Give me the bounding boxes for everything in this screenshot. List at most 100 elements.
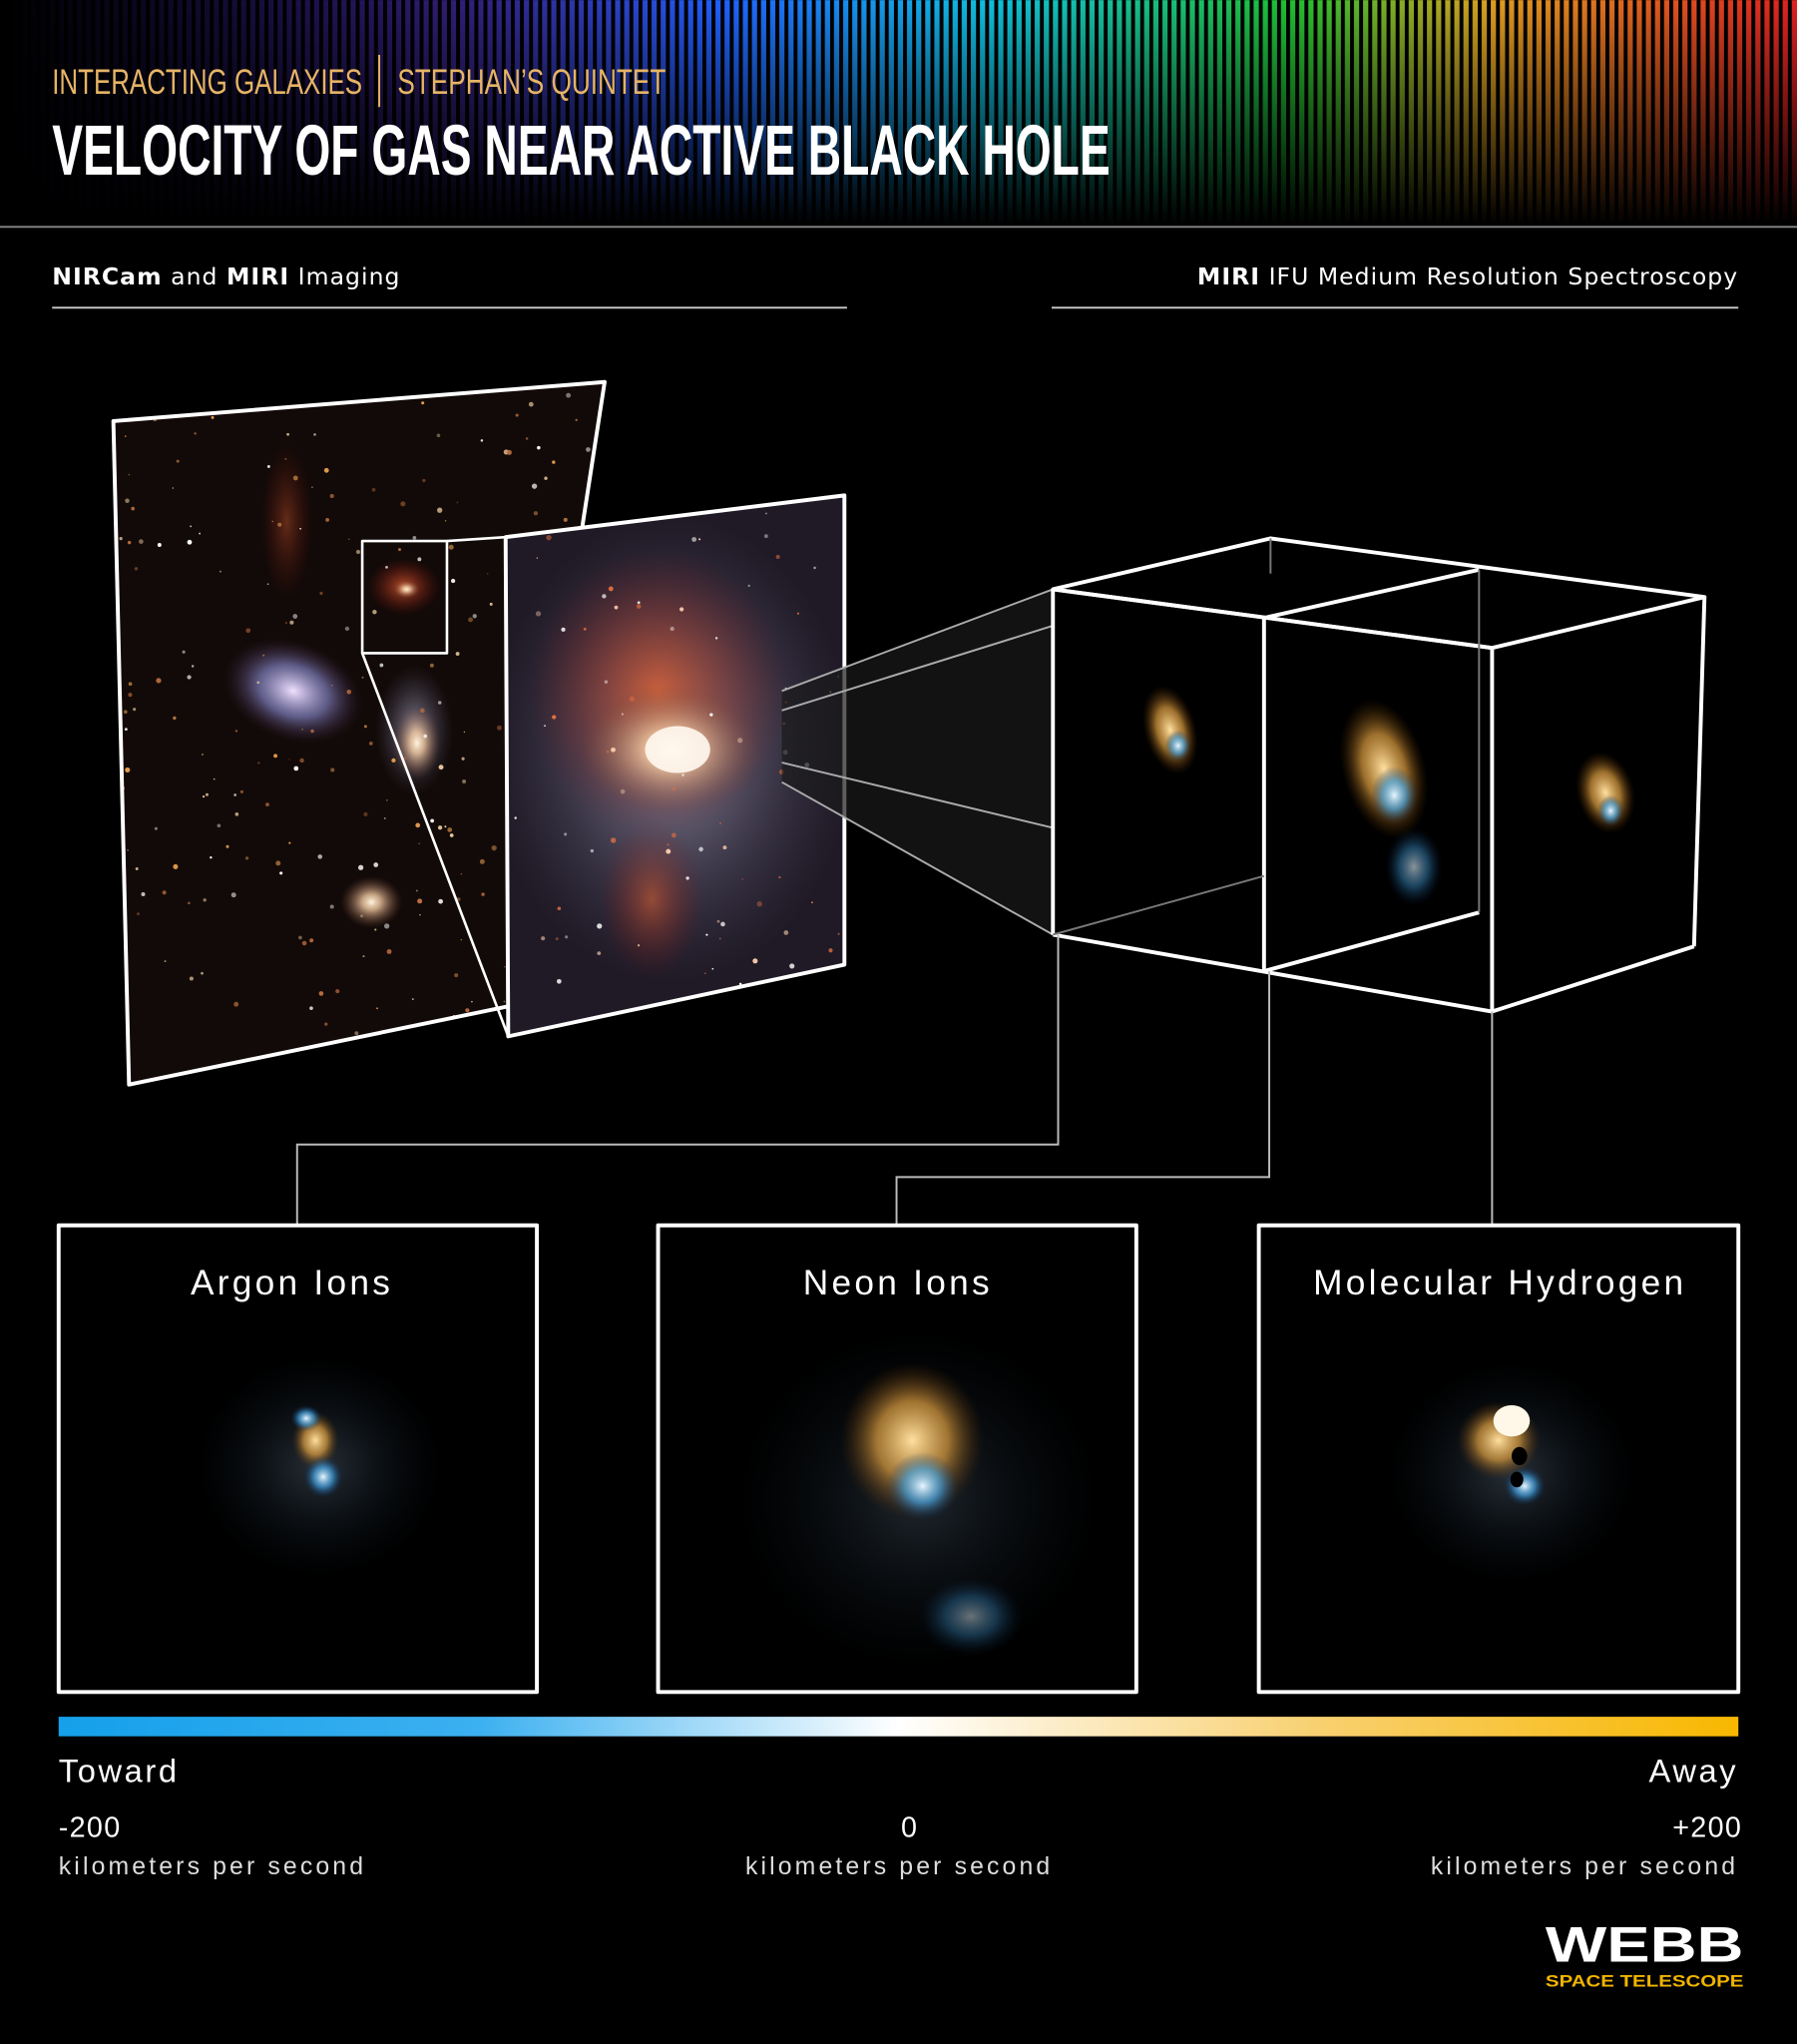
star bbox=[164, 960, 167, 963]
star bbox=[749, 495, 752, 498]
star bbox=[286, 432, 289, 436]
star bbox=[284, 457, 287, 460]
star bbox=[565, 935, 569, 939]
star bbox=[266, 464, 270, 468]
star bbox=[737, 738, 743, 744]
star bbox=[354, 1031, 359, 1036]
star bbox=[239, 789, 243, 793]
star bbox=[135, 866, 139, 870]
shape bbox=[656, 1223, 1138, 1695]
argon-panel bbox=[56, 1223, 540, 1695]
shape bbox=[1256, 1223, 1741, 1695]
star bbox=[288, 841, 291, 844]
shape bbox=[1263, 567, 1480, 621]
star bbox=[438, 898, 443, 904]
star bbox=[765, 512, 767, 515]
star bbox=[606, 750, 610, 754]
star bbox=[173, 716, 177, 721]
star bbox=[671, 832, 676, 838]
shape bbox=[56, 1223, 540, 1695]
star bbox=[421, 401, 425, 405]
star bbox=[450, 578, 456, 584]
shape bbox=[1385, 827, 1443, 906]
shape bbox=[1263, 910, 1480, 973]
star bbox=[173, 863, 179, 869]
logo-name: WEBB bbox=[1546, 1917, 1744, 1973]
star bbox=[119, 536, 123, 541]
star bbox=[128, 682, 133, 687]
star bbox=[535, 611, 542, 617]
star bbox=[412, 381, 415, 384]
star bbox=[481, 892, 485, 896]
spectrum-stripes bbox=[0, 0, 1797, 225]
star bbox=[597, 951, 602, 955]
star bbox=[537, 445, 541, 450]
star bbox=[418, 842, 420, 845]
star bbox=[664, 1011, 668, 1015]
star bbox=[462, 778, 467, 783]
star bbox=[590, 848, 595, 853]
star bbox=[210, 856, 213, 859]
star bbox=[301, 940, 307, 946]
star bbox=[563, 517, 568, 522]
star bbox=[309, 1006, 313, 1010]
star bbox=[271, 520, 273, 523]
data-cube bbox=[1051, 536, 1707, 1014]
star bbox=[697, 538, 701, 541]
star bbox=[202, 754, 204, 756]
star bbox=[783, 930, 789, 935]
star bbox=[553, 1048, 558, 1052]
star bbox=[608, 586, 614, 592]
shape bbox=[1597, 794, 1624, 827]
star bbox=[279, 871, 283, 875]
star bbox=[719, 822, 721, 824]
scale-value: 0 bbox=[901, 1811, 918, 1843]
star bbox=[397, 1052, 400, 1056]
star bbox=[373, 862, 379, 867]
star bbox=[436, 507, 443, 513]
star bbox=[383, 923, 390, 929]
star bbox=[479, 858, 485, 864]
star bbox=[509, 376, 513, 380]
star bbox=[386, 949, 392, 954]
star bbox=[438, 765, 444, 770]
shape bbox=[339, 875, 403, 928]
star bbox=[245, 628, 251, 634]
star bbox=[681, 773, 684, 776]
star bbox=[217, 823, 222, 828]
star bbox=[344, 626, 350, 632]
star bbox=[190, 525, 193, 528]
star bbox=[310, 729, 314, 734]
star bbox=[555, 937, 559, 941]
projection-lines bbox=[781, 588, 1054, 936]
star bbox=[583, 627, 587, 631]
shape bbox=[918, 1577, 1024, 1656]
scale-unit: kilometers per second bbox=[59, 1853, 366, 1880]
star bbox=[113, 804, 119, 811]
star bbox=[319, 591, 323, 596]
star bbox=[415, 822, 421, 828]
star bbox=[561, 627, 566, 632]
star bbox=[620, 788, 626, 794]
star bbox=[496, 725, 502, 731]
star bbox=[544, 476, 548, 480]
star bbox=[611, 747, 616, 753]
star bbox=[637, 601, 641, 605]
star bbox=[544, 725, 546, 727]
star bbox=[329, 494, 334, 499]
shape bbox=[781, 780, 1054, 936]
star bbox=[301, 385, 305, 389]
star bbox=[670, 626, 674, 632]
star bbox=[335, 989, 340, 994]
shape bbox=[1370, 766, 1418, 824]
star bbox=[162, 890, 167, 895]
scale-label: Away bbox=[1649, 1752, 1739, 1788]
star bbox=[211, 415, 215, 419]
scale-unit: kilometers per second bbox=[745, 1853, 1053, 1880]
star bbox=[379, 663, 384, 668]
star bbox=[125, 498, 130, 503]
shape bbox=[1511, 1446, 1528, 1466]
star bbox=[832, 1024, 834, 1026]
